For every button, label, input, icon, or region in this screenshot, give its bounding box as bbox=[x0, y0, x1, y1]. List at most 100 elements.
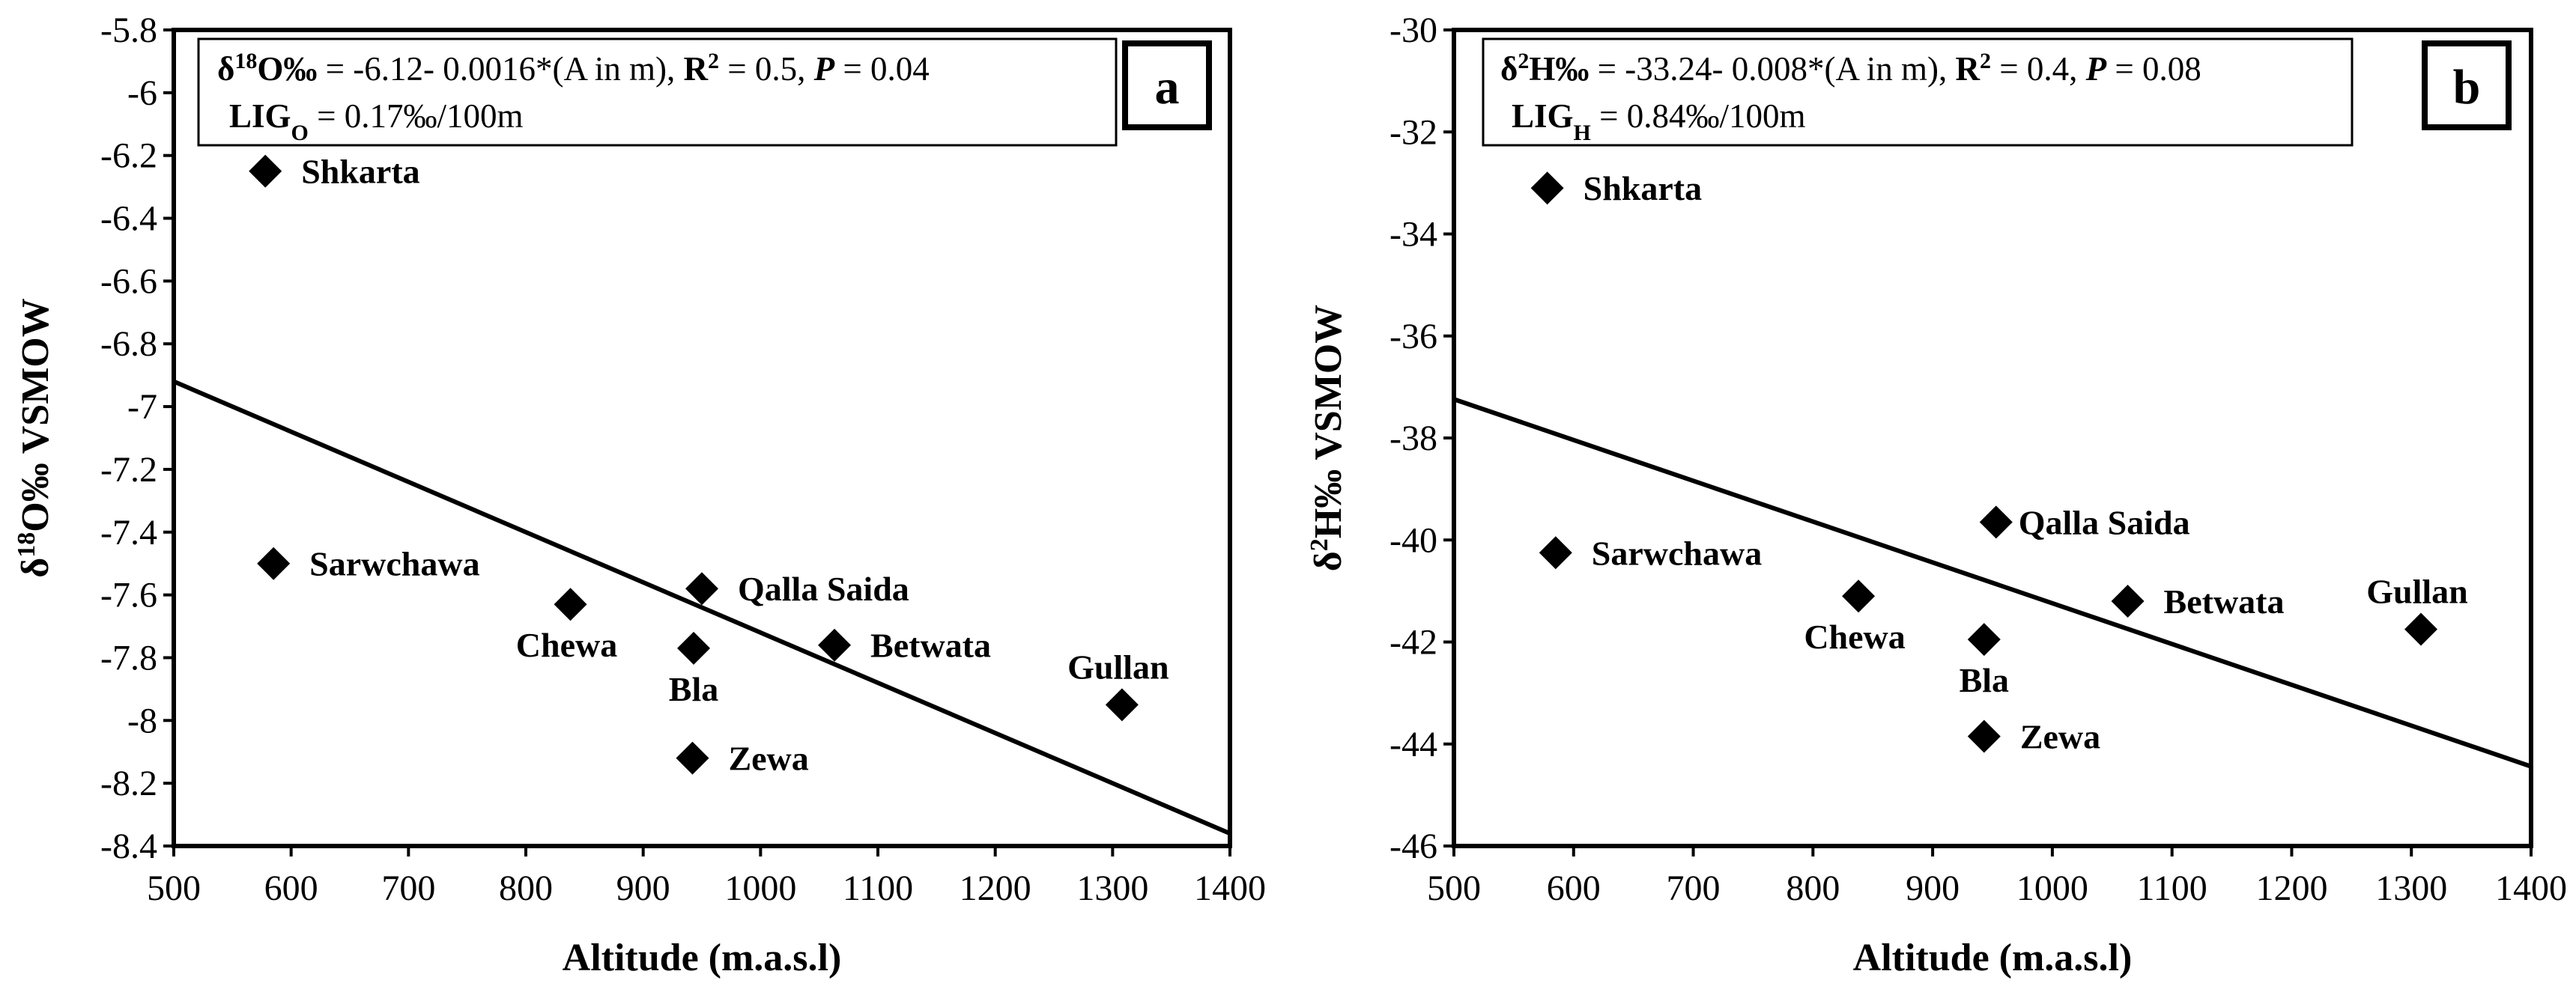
equation-line-1: δ2H‰ = -33.24- 0.008*(A in m), R2 = 0.4,… bbox=[1500, 49, 2201, 88]
data-point-label: Qalla Saida bbox=[738, 570, 909, 608]
eq-lhs-main: H‰ bbox=[1529, 50, 1589, 88]
data-point-label: Zewa bbox=[2020, 718, 2100, 756]
y-axis-title-sup: 18 bbox=[13, 532, 40, 558]
y-axis-title-sup: 2 bbox=[1306, 538, 1333, 551]
y-tick-label: -8.2 bbox=[100, 764, 157, 803]
y-axis-title-main: O‰ VSMOW bbox=[14, 298, 57, 532]
x-tick-label: 1000 bbox=[2016, 868, 2088, 908]
x-tick-label: 1400 bbox=[2495, 868, 2567, 908]
data-point-label: Sarwchawa bbox=[1592, 534, 1762, 572]
equation-box bbox=[197, 37, 1118, 147]
y-tick-label: -8.4 bbox=[100, 827, 157, 866]
eq-lig-sub: H bbox=[1574, 121, 1591, 145]
data-point-marker bbox=[677, 631, 711, 665]
y-tick-label: -7.2 bbox=[100, 450, 157, 490]
eq-rhs: = -6.12- 0.0016*(A in m), bbox=[317, 50, 683, 88]
eq-lhs-main: O‰ bbox=[257, 50, 317, 88]
y-tick-label: -6.6 bbox=[100, 261, 157, 301]
y-axis-ticks: -30 -32 -34 -36 -38 -40 -42 -44 -46 bbox=[1389, 10, 1454, 866]
eq-lig-label: LIG bbox=[1512, 97, 1574, 135]
data-point-marker bbox=[249, 154, 282, 188]
data-point-marker bbox=[2111, 585, 2145, 618]
x-tick-label: 1100 bbox=[843, 868, 913, 908]
y-tick-label: -5.8 bbox=[100, 10, 157, 50]
eq-r2-sup: 2 bbox=[1980, 49, 1991, 73]
y-tick-label: -6.4 bbox=[100, 199, 157, 239]
eq-r2-label: R bbox=[683, 50, 708, 88]
eq-lhs-symbol: δ bbox=[217, 50, 234, 88]
eq-lhs-sup: 18 bbox=[234, 49, 257, 73]
data-point-label: Shkarta bbox=[1584, 169, 1702, 207]
data-point-marker bbox=[2404, 612, 2438, 646]
data-point-marker bbox=[257, 547, 291, 580]
data-point-marker bbox=[1539, 536, 1572, 570]
y-tick-label: -6.8 bbox=[100, 324, 157, 364]
data-point-marker bbox=[676, 741, 709, 775]
equation-box bbox=[1482, 37, 2354, 147]
data-point-label: Zewa bbox=[728, 740, 808, 778]
data-point-label: Chewa bbox=[1804, 618, 1905, 656]
eq-rhs: = -33.24- 0.008*(A in m), bbox=[1589, 50, 1955, 88]
y-tick-label: -42 bbox=[1389, 623, 1437, 663]
equation-line-1: δ18O‰ = -6.12- 0.0016*(A in m), R2 = 0.5… bbox=[217, 49, 930, 88]
data-point-label: Chewa bbox=[516, 626, 617, 664]
y-tick-label: -7 bbox=[127, 387, 157, 427]
trendline bbox=[1453, 397, 2532, 769]
data-point-marker bbox=[1842, 579, 1876, 613]
panel-b: -30 -32 -34 -36 -38 -40 -42 -44 -46 500 600 700 800… bbox=[1306, 10, 2568, 979]
x-tick-label: 1200 bbox=[960, 868, 1031, 908]
eq-lhs-sup: 2 bbox=[1518, 49, 1529, 73]
panel-letter: a bbox=[1155, 60, 1180, 115]
data-point-marker bbox=[818, 628, 852, 662]
eq-p-value: = 0.08 bbox=[2106, 50, 2201, 88]
y-tick-label: -36 bbox=[1389, 317, 1437, 356]
x-tick-label: 500 bbox=[147, 868, 201, 908]
y-tick-label: -46 bbox=[1389, 827, 1437, 866]
equation-line-2: LIGO = 0.17‰/100m bbox=[229, 97, 524, 145]
panel-letter-box bbox=[1122, 40, 1212, 130]
eq-p-value: = 0.04 bbox=[834, 50, 930, 88]
y-tick-label: -34 bbox=[1389, 215, 1437, 255]
data-point-marker bbox=[1967, 623, 2001, 657]
trendline bbox=[172, 379, 1231, 836]
y-tick-label: -40 bbox=[1389, 520, 1437, 560]
x-tick-label: 700 bbox=[381, 868, 435, 908]
y-tick-label: -7.8 bbox=[100, 638, 157, 678]
data-point-label: Bla bbox=[1960, 661, 2009, 699]
data-point-marker bbox=[1967, 719, 2001, 753]
eq-lig-label: LIG bbox=[229, 97, 291, 135]
data-point-marker bbox=[1105, 688, 1139, 722]
x-tick-label: 900 bbox=[616, 868, 670, 908]
x-axis-ticks: 500 600 700 800 900 1000 1100 1200 1300 1400 bbox=[147, 846, 1266, 908]
y-tick-label: -7.4 bbox=[100, 513, 157, 553]
x-tick-label: 1300 bbox=[2375, 868, 2447, 908]
x-tick-label: 1000 bbox=[724, 868, 796, 908]
data-point-label: Gullan bbox=[2366, 572, 2468, 610]
y-tick-label: -30 bbox=[1389, 10, 1437, 50]
panel-letter: b bbox=[2453, 60, 2481, 115]
data-points: Shkarta Sarwchawa Chewa Qalla Saida Bla Zewa B… bbox=[249, 153, 1169, 778]
data-point-marker bbox=[685, 572, 718, 606]
eq-r2-value: = 0.5, bbox=[719, 50, 814, 88]
data-point-label: Shkarta bbox=[301, 153, 419, 191]
data-point-label: Qalla Saida bbox=[2019, 503, 2190, 541]
data-point-label: Betwata bbox=[870, 627, 991, 665]
y-axis-title-main: H‰ VSMOW bbox=[1307, 305, 1350, 539]
x-tick-label: 1300 bbox=[1076, 868, 1148, 908]
x-tick-label: 500 bbox=[1427, 868, 1481, 908]
eq-r2-sup: 2 bbox=[708, 49, 719, 73]
x-tick-label: 900 bbox=[1906, 868, 1960, 908]
y-axis-title-symbol: δ bbox=[14, 558, 57, 578]
y-tick-label: -32 bbox=[1389, 112, 1437, 152]
data-point-marker bbox=[1530, 171, 1564, 205]
eq-p-label: P bbox=[2085, 50, 2107, 88]
panel-a: -5.8 -6 -6.2 -6.4 -6.6 -6.8 -7 -7.2 -7.4 -7.6 -7.8… bbox=[13, 10, 1267, 979]
x-tick-label: 600 bbox=[1547, 868, 1601, 908]
eq-lig-value: = 0.17‰/100m bbox=[309, 97, 524, 135]
panel-letter-box bbox=[2422, 40, 2512, 130]
eq-p-label: P bbox=[813, 50, 835, 88]
x-tick-label: 800 bbox=[1786, 868, 1840, 908]
y-tick-label: -7.6 bbox=[100, 576, 157, 615]
x-axis-title: Altitude (m.a.s.l) bbox=[563, 937, 842, 979]
